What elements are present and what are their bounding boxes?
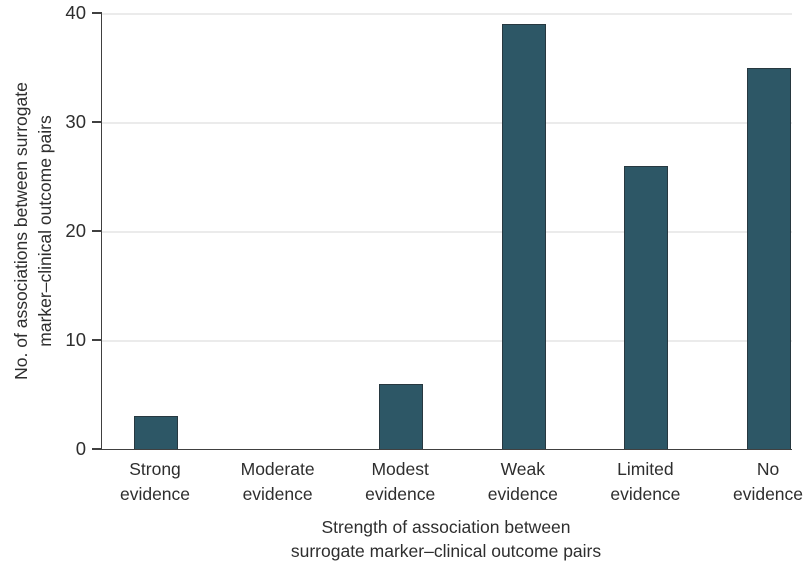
y-tick-label-30: 30 [65, 111, 86, 132]
y-tick-label-20: 20 [65, 220, 86, 241]
y-tick-mark-40 [92, 12, 102, 14]
x-tick-label-modest-evidence: Modest evidence [335, 457, 465, 507]
x-tick-label-line1: No [756, 459, 780, 479]
plot-area [101, 13, 792, 450]
x-tick-label-moderate-evidence: Moderate evidence [213, 457, 343, 507]
x-tick-label-line2: evidence [732, 484, 804, 504]
gridline-20 [102, 231, 792, 233]
y-tick-mark-10 [92, 339, 102, 341]
x-tick-label-weak-evidence: Weak evidence [458, 457, 588, 507]
gridline-10 [102, 340, 792, 342]
bar-no-evidence [747, 67, 791, 449]
y-tick-mark-0 [92, 448, 102, 450]
x-tick-label-line2: evidence [119, 484, 191, 504]
bar-strong-evidence [134, 416, 178, 449]
bar-weak-evidence [501, 23, 546, 449]
y-tick-mark-20 [92, 230, 102, 232]
x-tick-label-line1: Moderate [240, 459, 315, 479]
x-axis-title-line1: Strength of association between [321, 517, 571, 537]
x-tick-label-line1: Weak [500, 459, 545, 479]
y-tick-label-0: 0 [75, 438, 86, 459]
gridline-30 [102, 122, 792, 124]
x-tick-label-line2: evidence [610, 484, 681, 504]
x-tick-label-line1: Limited [617, 459, 674, 479]
x-tick-label-line2: evidence [365, 484, 436, 504]
x-tick-label-line1: Modest [371, 459, 429, 479]
y-tick-label-10: 10 [65, 329, 86, 350]
x-tick-label-strong-evidence: Strong evidence [90, 457, 220, 507]
x-tick-label-no-evidence: No evidence [703, 457, 810, 507]
bar-modest-evidence [379, 383, 424, 449]
x-tick-label-line2: evidence [487, 484, 558, 504]
x-tick-label-line2: evidence [242, 484, 313, 504]
bar-limited-evidence [624, 165, 669, 449]
y-tick-label-40: 40 [65, 2, 86, 23]
x-tick-label-limited-evidence: Limited evidence [580, 457, 710, 507]
x-axis-title: Strength of association between surrogat… [196, 515, 696, 563]
y-tick-mark-30 [92, 121, 102, 123]
x-tick-label-line1: Strong [129, 459, 181, 479]
gridline-40 [102, 13, 792, 15]
x-axis-title-line2: surrogate marker–clinical outcome pairs [290, 541, 602, 561]
